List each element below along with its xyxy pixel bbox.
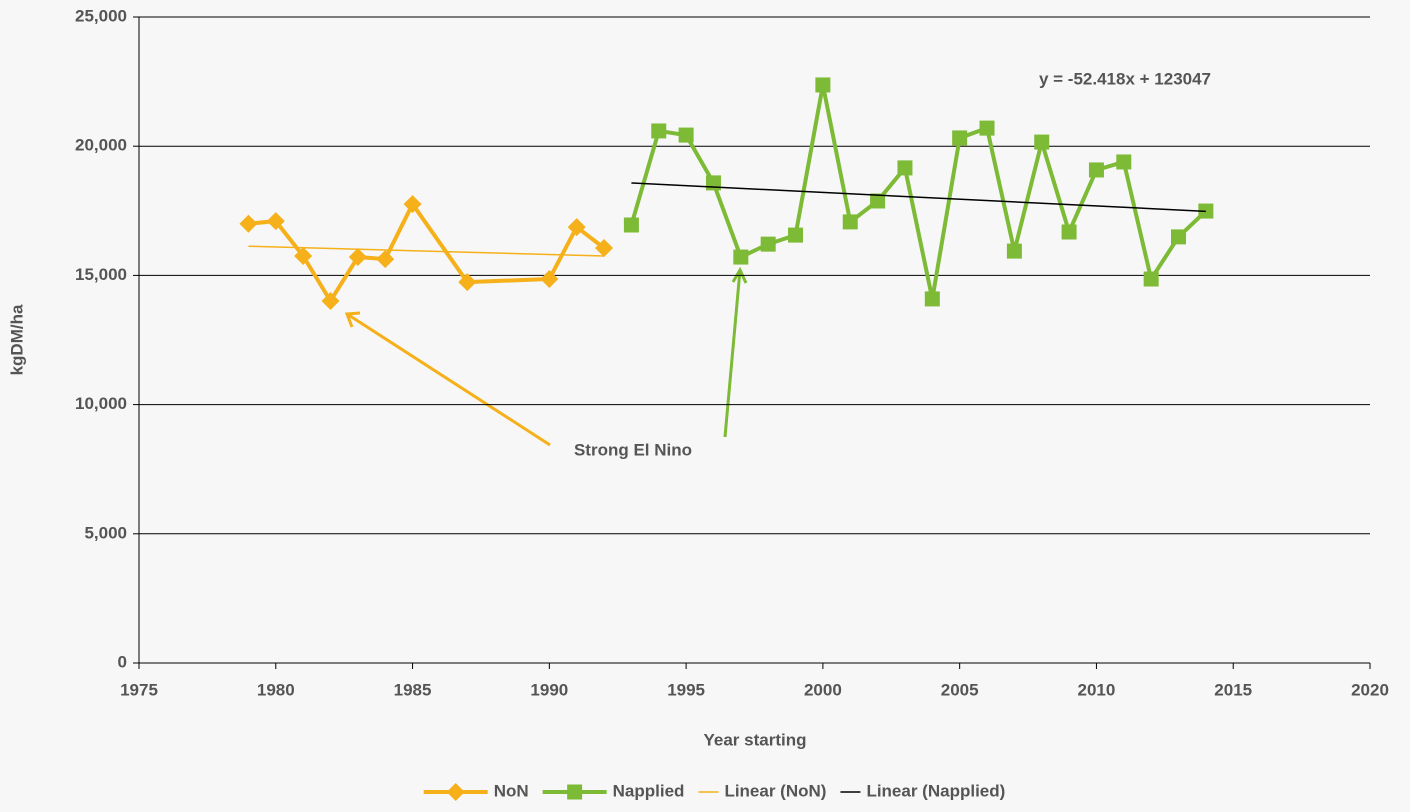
marker — [1171, 229, 1187, 245]
x-tick-label: 1990 — [530, 680, 568, 699]
marker — [1116, 154, 1132, 170]
y-tick-label: 5,000 — [84, 523, 127, 542]
x-tick-label: 1980 — [257, 680, 295, 699]
annotation: Strong El Nino — [574, 440, 692, 459]
marker — [1034, 134, 1050, 150]
trend-line — [631, 182, 1206, 213]
trend-line — [248, 245, 605, 257]
annotation-arrow — [723, 266, 748, 438]
marker — [348, 248, 367, 267]
legend-label: Linear (NoN) — [724, 781, 826, 800]
marker — [1088, 162, 1104, 178]
marker — [924, 291, 940, 307]
marker — [870, 193, 886, 209]
x-tick-label: 2005 — [941, 680, 979, 699]
legend: NoN Napplied Linear (NoN) Linear (Napplied) — [423, 781, 1005, 801]
y-tick-label: 0 — [118, 652, 127, 671]
marker — [567, 218, 586, 237]
y-tick-label: 20,000 — [75, 136, 127, 155]
legend-label: NoN — [494, 781, 529, 800]
y-tick-label: 10,000 — [75, 394, 127, 413]
marker — [788, 227, 804, 243]
marker — [815, 77, 831, 93]
marker — [403, 195, 422, 214]
marker — [294, 247, 313, 266]
series-line — [629, 82, 1208, 301]
x-tick-label: 2000 — [804, 680, 842, 699]
marker — [376, 250, 395, 269]
x-tick-label: 1995 — [667, 680, 705, 699]
marker — [651, 123, 667, 139]
legend-marker — [567, 784, 583, 800]
marker — [321, 291, 340, 310]
marker — [952, 130, 968, 146]
x-tick-label: 2010 — [1078, 680, 1116, 699]
marker — [979, 120, 995, 136]
marker — [458, 273, 477, 292]
legend-marker — [446, 783, 465, 801]
x-tick-label: 2020 — [1351, 680, 1389, 699]
x-tick-label: 2015 — [1214, 680, 1252, 699]
marker — [1061, 224, 1077, 240]
marker — [842, 214, 858, 230]
marker — [266, 212, 285, 231]
marker — [1143, 271, 1159, 287]
x-tick-label: 1985 — [394, 680, 432, 699]
y-axis-label: kgDM/ha — [7, 304, 26, 375]
marker — [705, 175, 721, 191]
y-tick-label: 15,000 — [75, 265, 127, 284]
marker — [540, 270, 559, 289]
trend-equation: y = -52.418x + 123047 — [1039, 69, 1211, 88]
legend-label: Linear (Napplied) — [866, 781, 1005, 800]
marker — [239, 214, 258, 233]
marker — [733, 249, 749, 265]
marker — [595, 239, 614, 258]
marker — [897, 160, 913, 176]
x-axis-label: Year starting — [704, 730, 807, 749]
x-tick-label: 1975 — [120, 680, 158, 699]
y-tick-label: 25,000 — [75, 6, 127, 25]
marker — [1006, 243, 1022, 259]
annotation-arrow — [344, 311, 551, 447]
marker — [623, 217, 639, 233]
marker — [760, 236, 776, 252]
marker — [678, 127, 694, 143]
legend-label: Napplied — [613, 781, 685, 800]
